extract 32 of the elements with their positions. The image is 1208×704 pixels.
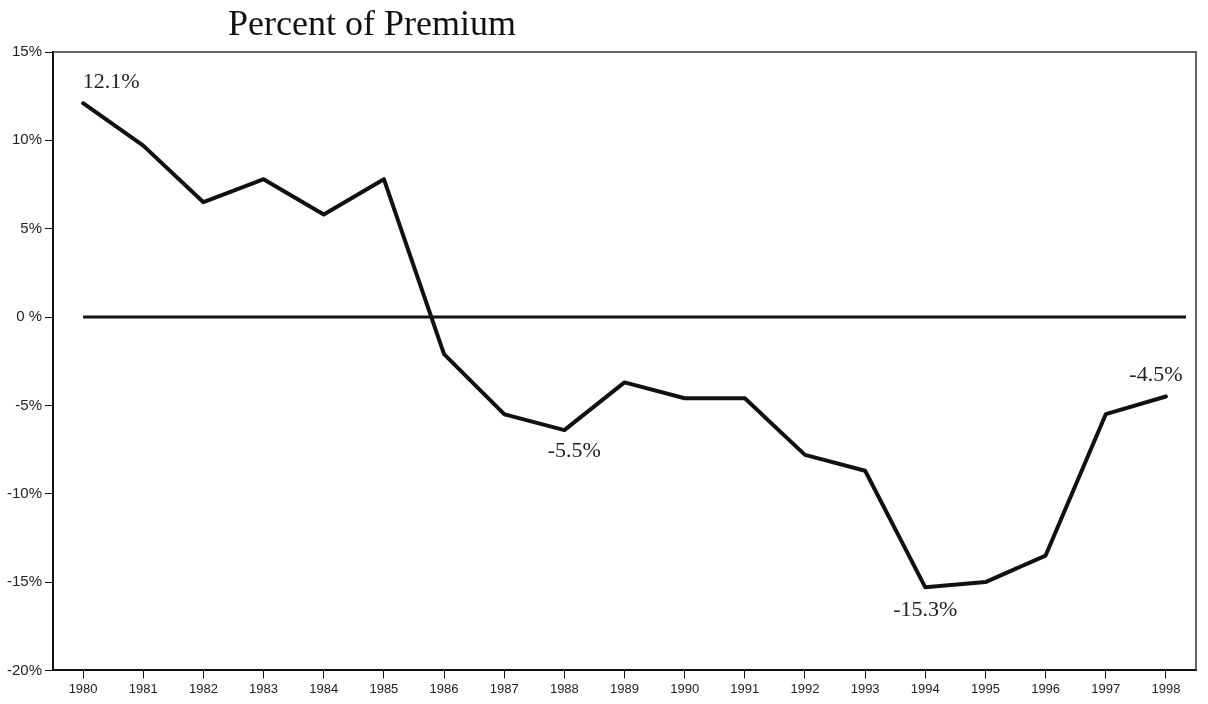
y-tick-label: 0 % xyxy=(16,307,43,325)
data-label: 12.1% xyxy=(82,68,140,94)
chart-title: Percent of Premium xyxy=(228,2,516,44)
x-tick-label: 1986 xyxy=(429,680,459,696)
x-tick-label: 1990 xyxy=(670,680,700,696)
x-tick-label: 1987 xyxy=(489,680,519,696)
y-tick-label: 10% xyxy=(11,130,43,148)
x-tick-label: 1985 xyxy=(369,680,399,696)
y-tick-label: -15% xyxy=(6,572,43,590)
x-tick-label: 1982 xyxy=(188,680,218,696)
y-tick-label: 5% xyxy=(20,218,43,236)
y-tick-label: -10% xyxy=(6,483,43,501)
x-tick-label: 1996 xyxy=(1031,680,1061,696)
x-tick-label: 1989 xyxy=(610,680,639,696)
y-tick-label: -20% xyxy=(6,660,43,678)
x-tick-label: 1988 xyxy=(549,680,579,696)
x-tick-label: 1998 xyxy=(1151,680,1181,696)
annotation: -5.5% xyxy=(547,436,601,462)
x-tick-label: 1993 xyxy=(850,680,880,696)
y-tick-label: -5% xyxy=(15,395,43,413)
x-tick-label: 1995 xyxy=(970,680,1000,696)
x-tick-label: 1980 xyxy=(68,680,98,696)
x-tick-label: 1992 xyxy=(790,680,820,696)
y-tick-label: 15% xyxy=(11,42,43,60)
x-tick-label: 1991 xyxy=(730,680,760,696)
data-label: -15.3% xyxy=(893,596,958,622)
x-tick-label: 1983 xyxy=(249,680,279,696)
x-tick-label: 1994 xyxy=(910,680,940,696)
x-tick-label: 1984 xyxy=(309,680,339,696)
x-tick-label: 1997 xyxy=(1091,680,1121,696)
data-label: -4.5% xyxy=(1129,361,1183,387)
x-tick-label: 1981 xyxy=(128,680,158,696)
